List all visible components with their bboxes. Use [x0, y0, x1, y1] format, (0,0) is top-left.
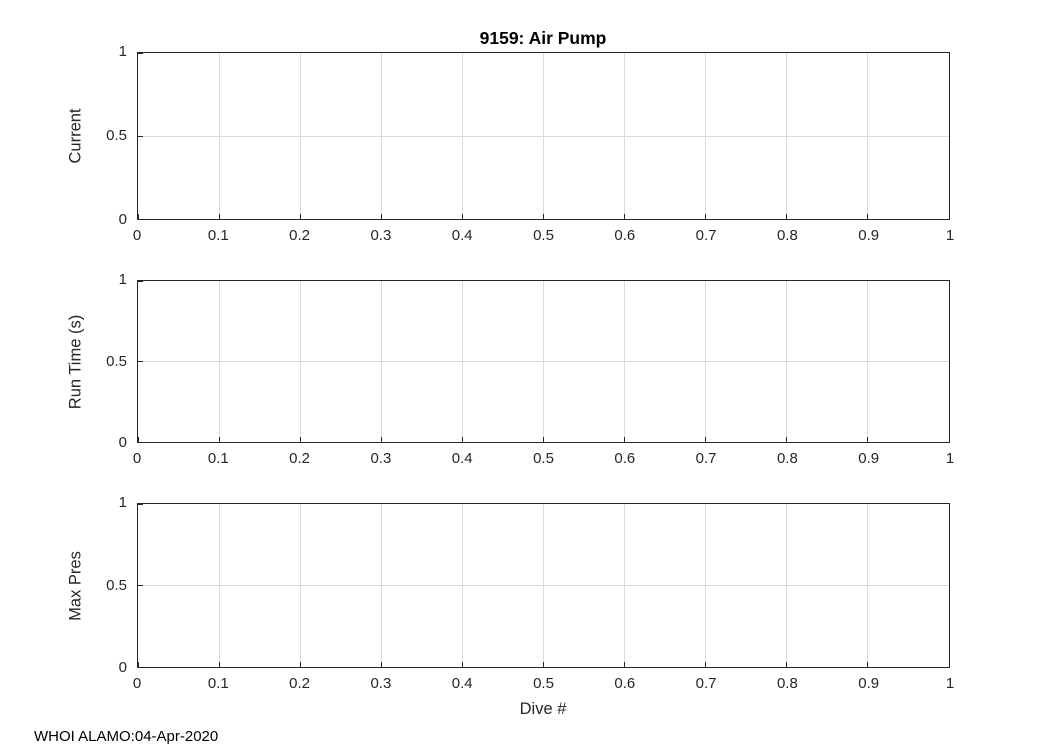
x-tick-mark	[543, 214, 544, 219]
x-tick-label: 0.3	[370, 227, 392, 244]
x-tick-label: 0.3	[370, 675, 392, 692]
x-tick-label: 0.8	[776, 675, 798, 692]
x-tick-mark	[299, 437, 301, 442]
x-tick-mark	[380, 214, 382, 219]
x-tick-mark	[543, 662, 544, 667]
y-tick-label: 0.5	[106, 576, 127, 594]
x-tick-label: 0.7	[695, 450, 717, 467]
y-tick-mark	[138, 666, 143, 668]
x-tick-mark	[299, 662, 301, 667]
x-tick-label: 0.3	[370, 450, 392, 467]
x-tick-mark	[543, 437, 544, 442]
x-tick-label: 0.2	[289, 450, 311, 467]
x-tick-mark	[461, 214, 463, 219]
x-tick-label: 0.9	[858, 450, 880, 467]
y-tick-mark	[138, 52, 143, 54]
gridline-horizontal	[138, 585, 949, 586]
x-tick-mark	[137, 214, 139, 219]
x-tick-label: 0.1	[207, 450, 229, 467]
subplot-runtime	[137, 280, 950, 443]
y-tick-mark	[138, 441, 143, 443]
x-tick-label: 0.5	[533, 227, 554, 244]
x-tick-label: 1	[945, 227, 955, 244]
footer-text: WHOI ALAMO:04-Apr-2020	[34, 728, 219, 745]
x-tick-mark	[461, 662, 463, 667]
y-tick-label: 0	[118, 659, 127, 676]
x-tick-mark	[948, 662, 950, 667]
x-tick-label: 1	[945, 450, 955, 467]
x-tick-mark	[299, 214, 301, 219]
gridline-horizontal	[138, 135, 949, 137]
x-tick-mark	[218, 437, 220, 442]
y-tick-mark	[138, 135, 143, 137]
x-tick-label: 0.7	[695, 227, 717, 244]
x-tick-label: 0.9	[858, 227, 880, 244]
x-tick-mark	[137, 662, 139, 667]
subplot-current	[137, 52, 950, 220]
x-tick-mark	[137, 437, 139, 442]
x-tick-mark	[786, 662, 788, 667]
x-tick-mark	[461, 437, 463, 442]
x-tick-mark	[218, 662, 220, 667]
y-tick-label: 0.5	[106, 127, 127, 144]
x-axis-label: Dive #	[519, 700, 567, 718]
x-tick-label: 0.2	[289, 675, 311, 692]
x-tick-mark	[867, 214, 869, 219]
y-tick-label: 0	[118, 434, 127, 451]
x-tick-mark	[380, 437, 382, 442]
y-tick-mark	[138, 585, 143, 586]
x-tick-mark	[867, 437, 869, 442]
x-tick-mark	[786, 437, 788, 442]
x-tick-label: 0.7	[695, 675, 717, 692]
x-tick-mark	[624, 437, 626, 442]
x-tick-label: 0.4	[451, 675, 473, 692]
y-tick-mark	[138, 503, 143, 505]
subplot-maxpres	[137, 503, 950, 668]
x-tick-label: 1	[945, 675, 955, 692]
x-tick-mark	[624, 214, 626, 219]
y-tick-mark	[138, 218, 143, 220]
y-tick-label: 0.5	[106, 352, 127, 370]
x-tick-label: 0.2	[289, 227, 311, 244]
x-tick-mark	[786, 214, 788, 219]
x-tick-mark	[948, 214, 950, 219]
figure-title: 9159: Air Pump	[479, 28, 607, 48]
x-tick-label: 0	[132, 450, 142, 467]
x-tick-label: 0.1	[207, 675, 229, 692]
x-tick-mark	[218, 214, 220, 219]
x-tick-mark	[705, 437, 707, 442]
y-axis-label: Max Pres	[66, 550, 85, 621]
x-tick-mark	[380, 662, 382, 667]
x-tick-label: 0.1	[207, 227, 229, 244]
x-tick-label: 0.9	[858, 675, 880, 692]
y-tick-label: 1	[118, 271, 127, 288]
gridline-horizontal	[138, 361, 949, 362]
y-tick-label: 1	[118, 43, 127, 60]
x-tick-mark	[705, 662, 707, 667]
x-tick-mark	[948, 437, 950, 442]
x-tick-label: 0.5	[533, 450, 554, 467]
x-tick-label: 0.6	[614, 227, 636, 244]
x-tick-mark	[624, 662, 626, 667]
y-tick-mark	[138, 280, 143, 282]
x-tick-label: 0.6	[614, 450, 636, 467]
x-tick-label: 0.8	[776, 450, 798, 467]
x-tick-label: 0	[132, 227, 142, 244]
x-tick-mark	[705, 214, 707, 219]
x-tick-label: 0.5	[533, 675, 554, 692]
y-axis-label: Current	[66, 108, 85, 164]
y-axis-label: Run Time (s)	[66, 314, 85, 409]
y-tick-mark	[138, 361, 143, 362]
x-tick-label: 0.4	[451, 227, 473, 244]
x-tick-label: 0.8	[776, 227, 798, 244]
x-tick-label: 0.6	[614, 675, 636, 692]
y-tick-label: 1	[118, 494, 127, 511]
x-tick-mark	[867, 662, 869, 667]
x-tick-label: 0.4	[451, 450, 473, 467]
y-tick-label: 0	[118, 211, 127, 228]
x-tick-label: 0	[132, 675, 142, 692]
